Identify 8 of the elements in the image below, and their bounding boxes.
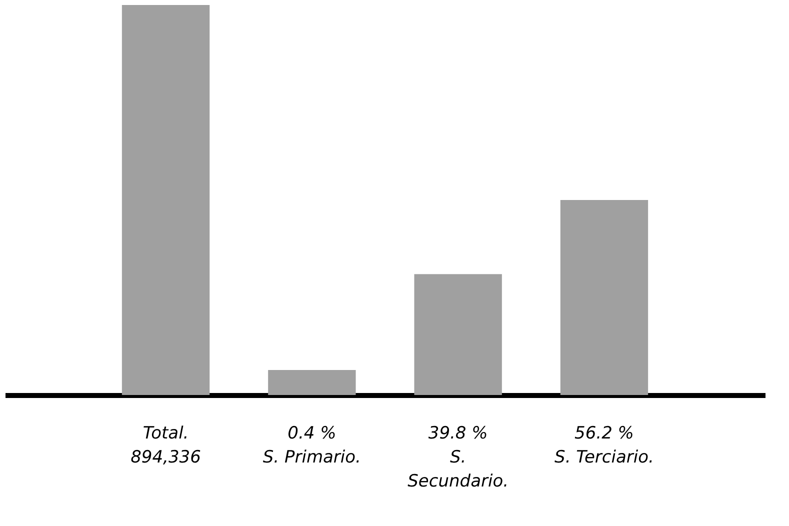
bar [560, 200, 648, 395]
bar [268, 370, 356, 395]
x-tick-label: 39.8 % S. Secundario. [408, 424, 509, 492]
x-tick-label: 0.4 % S. Primario. [262, 424, 361, 468]
x-tick-label: 56.2 % S. Terciario. [554, 424, 654, 468]
bar [414, 274, 502, 395]
x-tick-label: Total. 894,336 [130, 424, 202, 468]
bar [122, 5, 210, 395]
